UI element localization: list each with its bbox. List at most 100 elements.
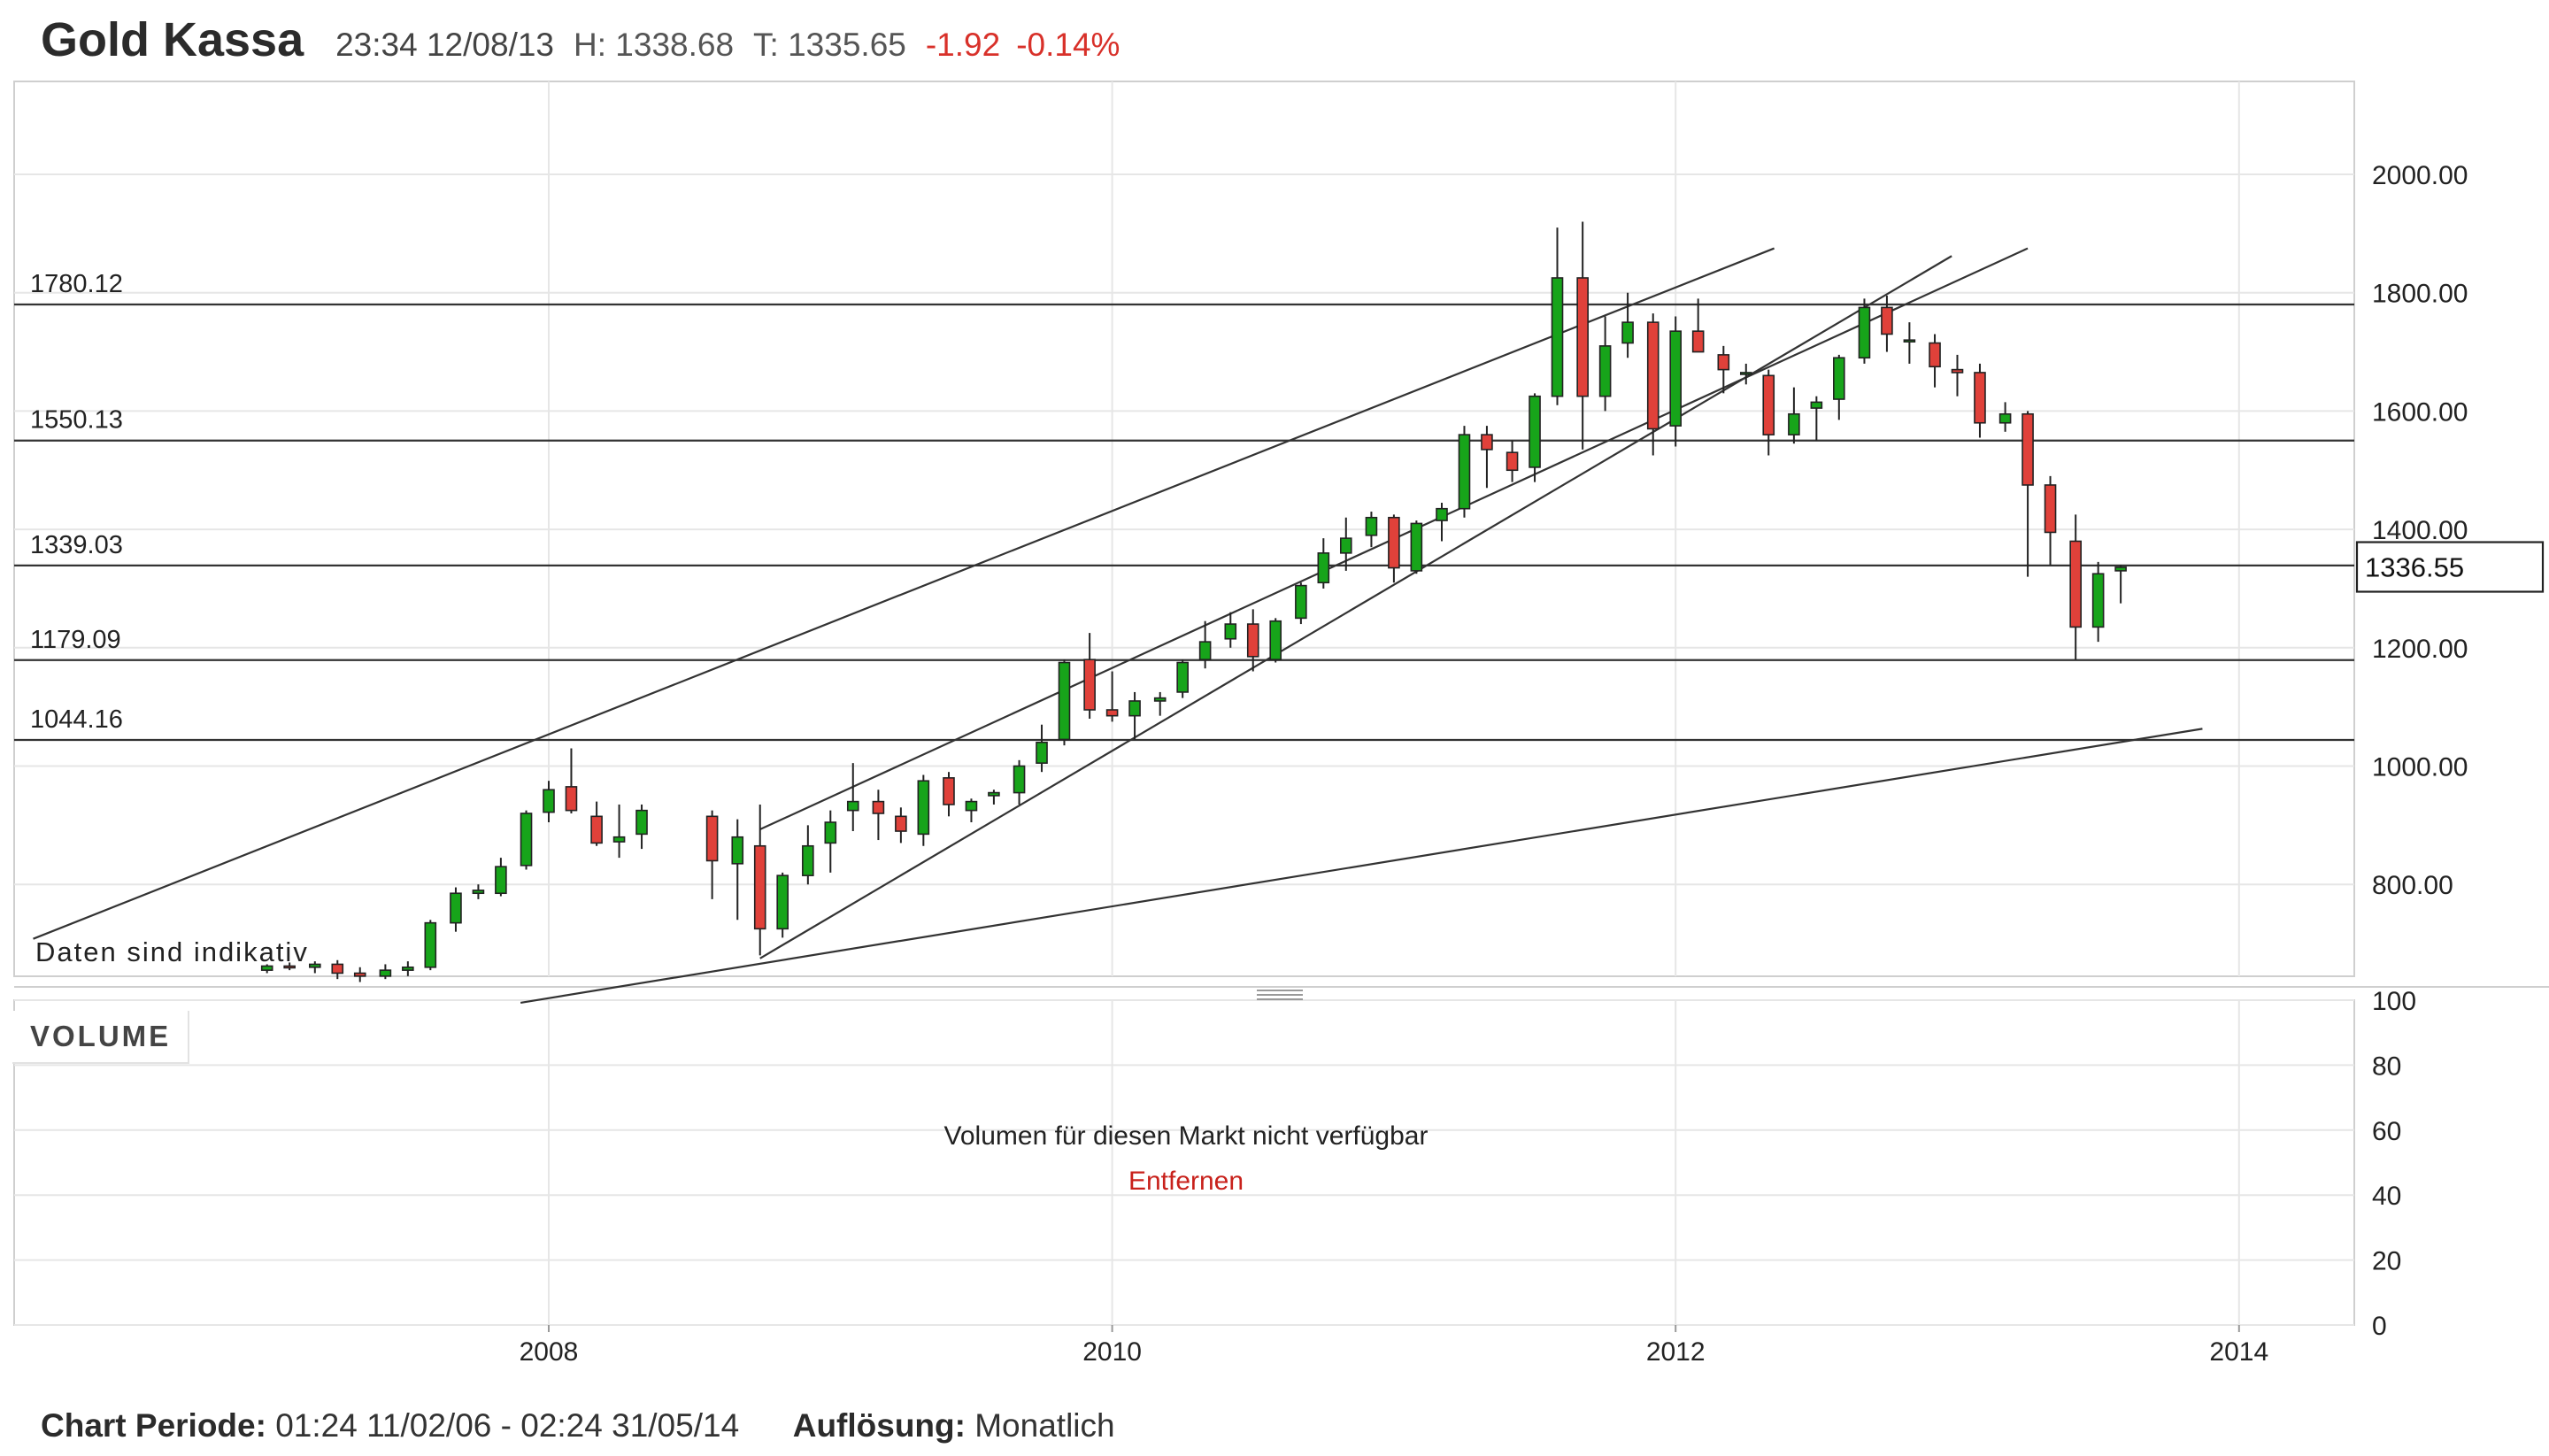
x-tick-label: 2008 (520, 1337, 579, 1367)
remove-volume-link[interactable]: Entfernen (1128, 1167, 1244, 1196)
level-label: 1179.09 (30, 626, 121, 654)
period-value: 01:24 11/02/06 - 02:24 31/05/14 (275, 1407, 740, 1444)
candle-body (917, 780, 930, 836)
candle-body (824, 821, 837, 844)
candle-body (1929, 342, 1941, 368)
candle-body (2114, 566, 2127, 572)
trend-line[interactable] (520, 728, 2203, 1004)
candle-body (260, 965, 273, 971)
candle-up (1788, 387, 1800, 444)
candle-body (1013, 765, 1026, 794)
candle-body (731, 836, 744, 865)
candle-up (1013, 759, 1026, 805)
candle-down (895, 807, 907, 844)
indicative-note: Daten sind indikativ (35, 936, 309, 967)
candle-body (846, 800, 859, 812)
candle-up (1833, 354, 1845, 420)
candle-body (565, 786, 578, 812)
y-tick-label: 1400.00 (2372, 516, 2468, 545)
candle-body (283, 965, 296, 969)
candle-down (565, 748, 578, 813)
candle-body (1036, 741, 1048, 764)
candle-body (1762, 374, 1775, 435)
volume-panel-title: VOLUME (12, 1011, 189, 1064)
candle-up (731, 819, 744, 921)
volume-axis-label: 20 (2372, 1247, 2401, 1276)
candle-up (1339, 517, 1352, 571)
candle-down (943, 772, 955, 817)
resolution-value: Monatlich (974, 1407, 1115, 1444)
candle-body (1317, 552, 1330, 584)
x-tick-label: 2010 (1082, 1337, 1142, 1367)
candle-down (353, 967, 366, 982)
candle-body (2044, 484, 2057, 534)
candle-down (590, 801, 603, 846)
candle-down (872, 790, 885, 841)
volume-axis-label: 40 (2372, 1182, 2401, 1211)
candle-body (331, 963, 344, 975)
candle-body (1974, 372, 1986, 424)
candle-body (2021, 412, 2034, 486)
trend-line[interactable] (33, 247, 1775, 940)
candle-body (353, 972, 366, 977)
candle-body (1083, 659, 1096, 711)
candle-up (1621, 292, 1634, 358)
volume-axis-label: 0 (2372, 1312, 2387, 1341)
candle-body (1058, 661, 1071, 741)
candle-body (1951, 368, 1964, 374)
candle-up (1224, 612, 1237, 648)
candle-up (965, 798, 978, 823)
low-value: T: 1335.65 (753, 27, 906, 63)
candle-body (1128, 700, 1141, 717)
candle-up (802, 825, 814, 885)
candle-up (1317, 538, 1330, 589)
candle-up (1176, 659, 1189, 698)
candle-down (1881, 296, 1893, 352)
candle-up (543, 781, 555, 823)
candle-body (543, 789, 555, 813)
current-price-badge (2355, 541, 2545, 593)
candle-body (1176, 661, 1189, 693)
change-value: -1.92 (925, 27, 1001, 63)
candle-up (1903, 322, 1916, 364)
candle-body (472, 890, 485, 895)
candle-up (260, 964, 273, 974)
candle-up (776, 872, 789, 938)
candle-down (331, 959, 344, 980)
candle-body (402, 966, 414, 971)
candle-body (1717, 354, 1730, 371)
trend-line[interactable] (759, 255, 1952, 959)
candle-up (1198, 620, 1212, 669)
candle-body (635, 809, 648, 836)
candle-up (1458, 426, 1471, 518)
candle-down (2044, 475, 2057, 566)
candle-body (1669, 330, 1682, 427)
volume-axis-label: 60 (2372, 1117, 2401, 1146)
candle-body (1269, 620, 1282, 660)
level-label: 1780.12 (30, 270, 123, 298)
candle-body (520, 813, 533, 867)
change-percent: -0.14% (1016, 27, 1120, 63)
candle-body (1224, 623, 1237, 640)
candle-body (872, 800, 885, 814)
candle-body (1810, 401, 1823, 409)
y-tick-label: 1000.00 (2372, 753, 2468, 782)
current-price-value: 1336.55 (2365, 552, 2464, 583)
x-tick-label: 2012 (1646, 1337, 1706, 1367)
candle-body (612, 836, 626, 843)
candle-down (2069, 514, 2082, 660)
y-tick-label: 2000.00 (2372, 161, 2468, 190)
candle-up (1739, 363, 1752, 385)
candle-up (1410, 520, 1423, 574)
candle-body (1339, 537, 1352, 554)
candle-body (1691, 330, 1705, 353)
candle-body (943, 777, 955, 805)
candle-up (309, 961, 321, 974)
candle-down (705, 810, 719, 899)
candle-up (824, 810, 837, 873)
candle-body (1481, 434, 1493, 451)
panel-resize-handle[interactable] (1257, 990, 1303, 1002)
period-label: Chart Periode: (41, 1407, 266, 1444)
candle-body (1436, 507, 1448, 521)
